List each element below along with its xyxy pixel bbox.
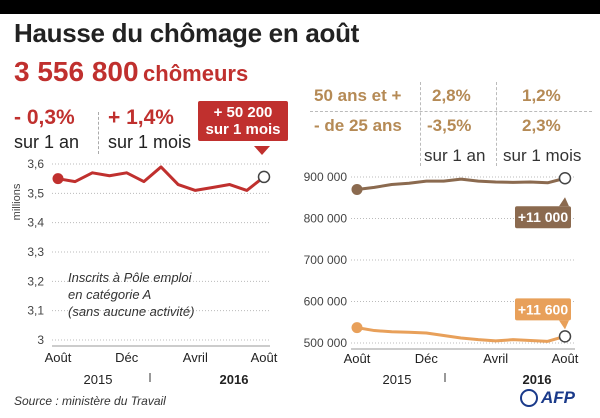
annotation-line: Inscrits à Pôle emploi: [68, 270, 193, 285]
x-tick-label: Déc: [415, 351, 439, 366]
year-label-2015: 2015: [383, 372, 412, 387]
change-badge-pointer: [559, 320, 569, 330]
row-label-50plus: 50 ans et +: [314, 86, 402, 105]
change-badge-value: + 50 200: [213, 104, 273, 121]
x-tick-label: Août: [251, 350, 278, 365]
x-tick-label: Déc: [115, 350, 139, 365]
chart-total: 3,6 3,5 3,4 3,3 3,2 3,1 3 millions Août Déc Avril A…: [11, 157, 278, 387]
y-tick-label: 800 000: [304, 212, 348, 226]
x-tick-label: Avril: [183, 350, 208, 365]
period-year: sur 1 an: [424, 146, 486, 165]
change-badge: + 50 200 sur 1 mois: [198, 101, 288, 141]
table-row-divider: [310, 111, 592, 112]
row-under25-year: -3,5%: [427, 116, 472, 135]
stat-month: + 1,4% sur 1 mois: [108, 106, 191, 153]
period-month: sur 1 mois: [503, 146, 582, 165]
x-tick-label: Août: [344, 351, 371, 366]
x-tick-label: Avril: [483, 351, 508, 366]
change-badge-pointer: [254, 146, 270, 155]
afp-logo-icon: [520, 389, 538, 407]
change-badge-text: +11 000: [518, 209, 568, 225]
afp-logo-text: AFP: [541, 388, 575, 407]
year-label-2015: 2015: [84, 372, 113, 387]
source-note: Source : ministère du Travail: [14, 394, 166, 408]
row-label-under25: - de 25 ans: [314, 116, 402, 135]
y-tick-label: 3,3: [27, 245, 44, 259]
annotation-line: (sans aucune activité): [68, 304, 194, 319]
y-tick-label: 500 000: [304, 336, 348, 350]
x-tick-label: Août: [552, 351, 579, 366]
x-tick-label: Août: [45, 350, 72, 365]
row-under25-month: 2,3%: [522, 116, 561, 135]
y-tick-label: 600 000: [304, 295, 348, 309]
change-badge-period: sur 1 mois: [205, 121, 281, 138]
stat-divider: [98, 112, 99, 154]
series-line-total: [57, 165, 265, 192]
series-end-point: [558, 330, 572, 343]
headline-unit: chômeurs: [143, 61, 249, 86]
series-end-point: [558, 171, 572, 185]
series-start-point: [351, 322, 363, 334]
start-point: [52, 173, 64, 185]
y-tick-label: 3: [37, 333, 44, 347]
y-tick-label: 3,1: [27, 304, 44, 318]
row-50plus-year: 2,8%: [432, 86, 471, 105]
y-tick-label: 3,5: [27, 186, 44, 200]
headline: 3 556 800 chômeurs: [14, 56, 248, 88]
afp-logo: AFP: [520, 388, 575, 408]
change-badge-0: [515, 206, 571, 229]
table-col-divider-1: [420, 82, 421, 166]
stat-month-value: + 1,4%: [108, 106, 174, 129]
change-badge-pointer: [559, 197, 569, 207]
stat-year: - 0,3% sur 1 an: [14, 106, 79, 153]
stat-year-value: - 0,3%: [14, 106, 75, 129]
table-col-divider-2: [496, 82, 497, 166]
stat-month-period: sur 1 mois: [108, 132, 192, 152]
year-label-2016: 2016: [220, 372, 249, 387]
row-50plus-month: 1,2%: [522, 86, 561, 105]
series-line-0: [356, 176, 566, 191]
y-tick-label: 3,2: [27, 274, 44, 288]
annotation-line: en catégorie A: [68, 287, 151, 302]
year-label-2016: 2016: [523, 372, 552, 387]
y-axis-label: millions: [11, 183, 23, 220]
series-start-point: [351, 183, 363, 195]
headline-value: 3 556 800: [14, 56, 139, 87]
y-tick-label: 3,6: [27, 157, 44, 171]
change-badge-1: [515, 298, 571, 321]
y-tick-label: 700 000: [304, 253, 348, 267]
page-title: Hausse du chômage en août: [14, 18, 360, 48]
top-bar: [0, 0, 600, 14]
y-tick-label: 3,4: [27, 216, 44, 230]
series-line-1: [356, 326, 566, 343]
end-point: [257, 170, 271, 184]
change-badge-text: +11 600: [518, 301, 568, 317]
y-tick-label: 900 000: [304, 170, 348, 184]
stat-year-period: sur 1 an: [14, 132, 80, 152]
